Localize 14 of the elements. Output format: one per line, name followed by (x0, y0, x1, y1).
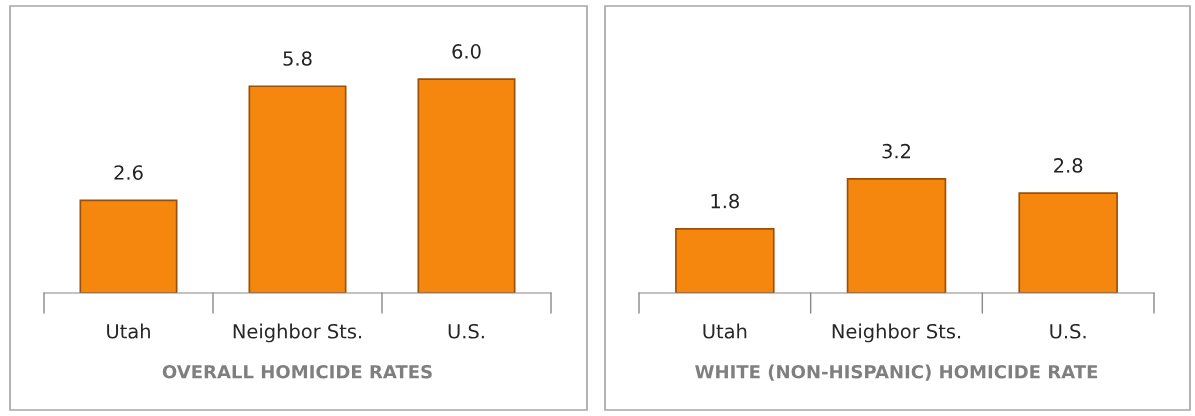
x-tick-label: U.S. (1050, 323, 1086, 339)
data-label: 1.8 (711, 193, 739, 209)
x-tick-label: Neighbor Sts. (233, 323, 362, 343)
data-label: 3.2 (882, 143, 911, 159)
data-label: 6.0 (452, 44, 481, 59)
data-label: 2.6 (114, 165, 143, 180)
data-label: 5.8 (283, 51, 312, 66)
x-tick-label: U.S. (448, 323, 484, 339)
text: WHITE (NON-HISPANIC) HOMICIDE RATE (695, 364, 1098, 381)
x-tick-label: Neighbor Sts. (832, 323, 961, 343)
x-tick-label: Utah (107, 323, 150, 339)
x-tick-label: Utah (703, 323, 747, 339)
data-label: 2.8 (1054, 158, 1083, 173)
text: OVERALL HOMICIDE RATES (162, 364, 432, 379)
